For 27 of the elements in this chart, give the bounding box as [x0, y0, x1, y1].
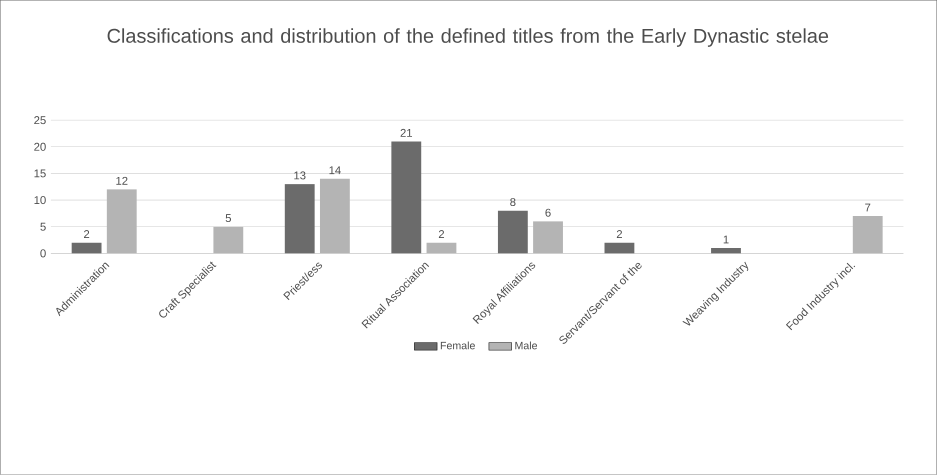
- y-tick-label: 10: [34, 196, 46, 204]
- y-tick-label: 20: [34, 142, 46, 151]
- y-tick-label: 15: [34, 170, 46, 178]
- y-tick-label: 0: [40, 250, 46, 258]
- data-label: 7: [865, 204, 870, 212]
- data-label: 2: [84, 230, 90, 238]
- chart-title: Classifications and distribution of the defined titles from the Early Dynastic stelae: [108, 28, 828, 47]
- data-label: 21: [400, 129, 412, 137]
- data-label: 12: [116, 176, 128, 185]
- data-label: 14: [329, 166, 341, 174]
- data-label: 1: [724, 236, 729, 244]
- bar: [72, 242, 102, 254]
- data-label: 5: [226, 214, 231, 222]
- data-label: 2: [616, 230, 622, 238]
- legend-label: Male: [515, 342, 538, 350]
- data-label: 6: [545, 208, 551, 217]
- data-label: 13: [294, 172, 306, 180]
- bar: [284, 184, 315, 254]
- y-tick-label: 5: [40, 222, 46, 231]
- y-tick-label: 25: [34, 116, 46, 124]
- bar: [391, 142, 422, 254]
- data-label: 8: [510, 198, 516, 206]
- bar: [604, 242, 634, 254]
- bar: [498, 210, 528, 254]
- data-label: 2: [438, 230, 444, 238]
- bar: [711, 248, 741, 254]
- legend-label: Female: [440, 342, 475, 350]
